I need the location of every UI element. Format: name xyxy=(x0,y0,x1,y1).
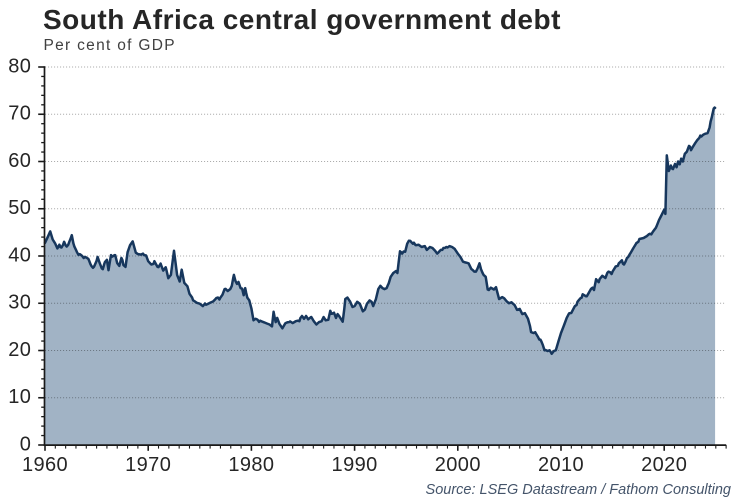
svg-text:10: 10 xyxy=(8,386,31,408)
svg-text:Source: LSEG Datastream / Fath: Source: LSEG Datastream / Fathom Consult… xyxy=(426,482,731,498)
svg-text:1980: 1980 xyxy=(228,454,274,476)
svg-text:60: 60 xyxy=(8,150,31,172)
svg-text:2000: 2000 xyxy=(435,454,481,476)
svg-text:40: 40 xyxy=(8,244,31,266)
svg-text:50: 50 xyxy=(8,197,31,219)
svg-text:70: 70 xyxy=(8,103,31,125)
svg-text:0: 0 xyxy=(20,433,32,455)
svg-text:South Africa central governmen: South Africa central government debt xyxy=(43,4,561,35)
svg-text:1970: 1970 xyxy=(125,454,171,476)
svg-text:20: 20 xyxy=(8,339,31,361)
svg-text:30: 30 xyxy=(8,292,31,314)
svg-text:Per cent of GDP: Per cent of GDP xyxy=(44,37,176,54)
svg-text:1960: 1960 xyxy=(22,454,68,476)
svg-text:80: 80 xyxy=(8,55,31,77)
svg-text:1990: 1990 xyxy=(332,454,378,476)
svg-text:2010: 2010 xyxy=(538,454,584,476)
svg-text:2020: 2020 xyxy=(641,454,687,476)
